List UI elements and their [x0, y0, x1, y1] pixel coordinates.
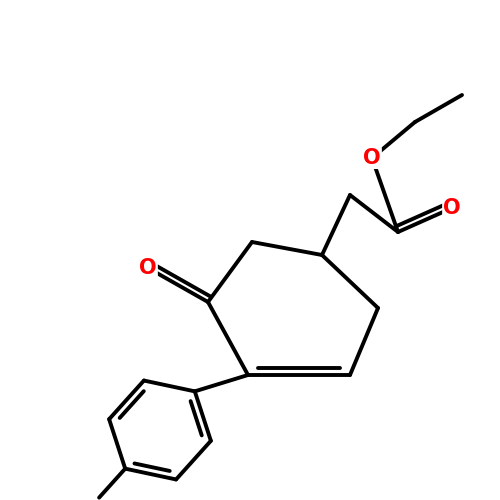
- Text: O: O: [363, 148, 381, 168]
- Text: O: O: [139, 258, 157, 278]
- Text: O: O: [443, 198, 461, 218]
